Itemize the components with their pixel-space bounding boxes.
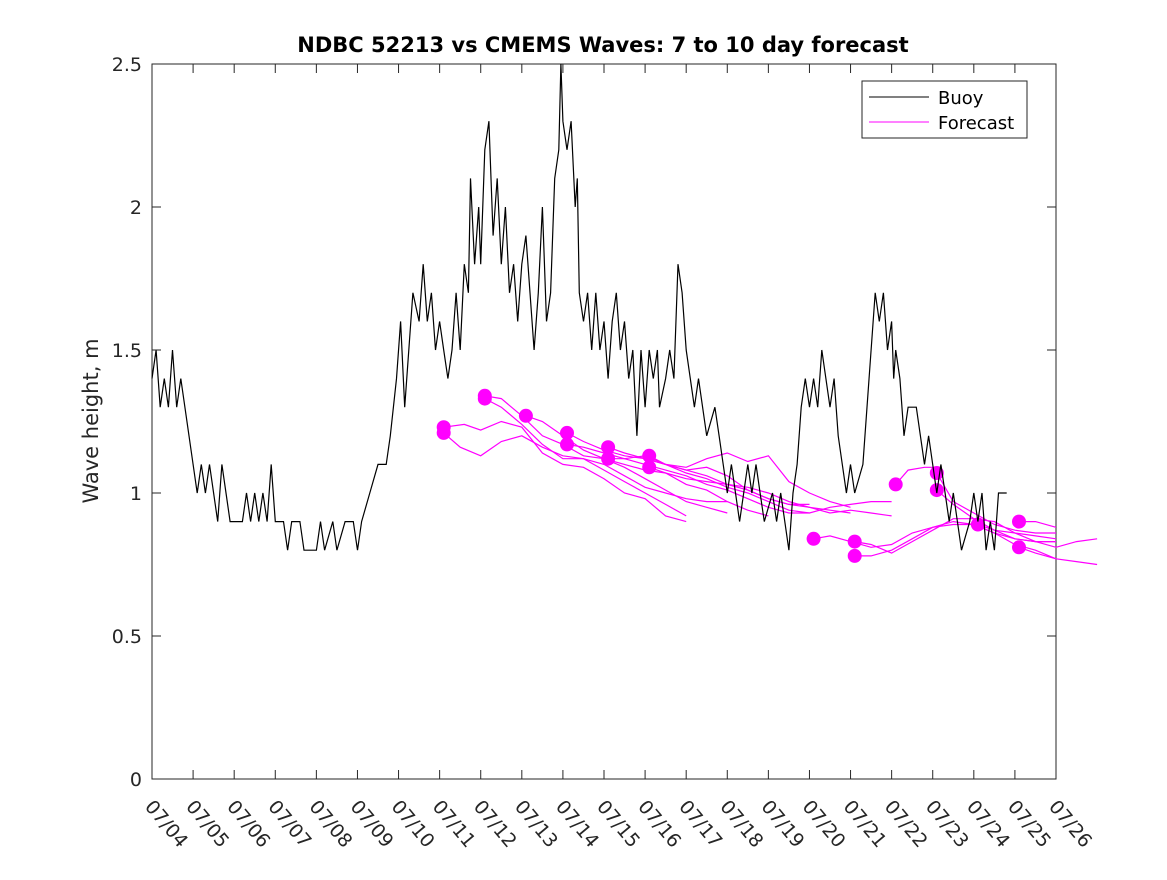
forecast-start-marker [806, 531, 821, 546]
legend-forecast-label: Forecast [938, 113, 1014, 134]
forecast-start-marker [560, 437, 574, 452]
y-tick-label: 0 [130, 769, 142, 791]
legend: Buoy Forecast [861, 80, 1028, 139]
forecast-start-marker [847, 534, 862, 549]
forecast-start-marker [518, 408, 533, 423]
forecast-start-marker [1012, 514, 1026, 529]
y-tick-label: 0.5 [112, 626, 142, 648]
forecast-start-marker [560, 425, 574, 440]
forecast-start-marker [642, 460, 657, 475]
forecast-run-line [936, 472, 1056, 534]
y-axis-label: Wave height, m [79, 338, 103, 503]
forecast-series [436, 388, 1098, 566]
forecast-start-marker [888, 477, 903, 492]
forecast-start-marker [847, 548, 862, 563]
forecast-start-marker [436, 425, 451, 440]
forecast-run-line [443, 432, 687, 517]
forecast-run-line [648, 455, 892, 514]
buoy-line [151, 63, 1007, 551]
forecast-start-marker [642, 448, 657, 463]
plot-area [151, 63, 1057, 780]
forecast-start-marker [477, 391, 492, 406]
forecast-start-marker [601, 440, 616, 455]
forecast-run-line [649, 466, 892, 517]
legend-buoy-label: Buoy [938, 88, 984, 109]
forecast-run-line [443, 420, 687, 523]
forecast-run-line [484, 398, 728, 503]
y-tick-label: 1 [130, 483, 142, 505]
forecast-start-marker [601, 451, 616, 466]
legend-box [861, 80, 1028, 139]
y-tick-label: 1.5 [112, 340, 142, 362]
y-tick-label: 2.5 [112, 54, 142, 76]
buoy-series [151, 63, 1007, 551]
forecast-start-marker [1012, 540, 1026, 555]
y-tick-label: 2 [130, 197, 142, 219]
forecast-start-marker [970, 517, 985, 532]
chart-title: NDBC 52213 vs CMEMS Waves: 7 to 10 day f… [297, 33, 908, 57]
